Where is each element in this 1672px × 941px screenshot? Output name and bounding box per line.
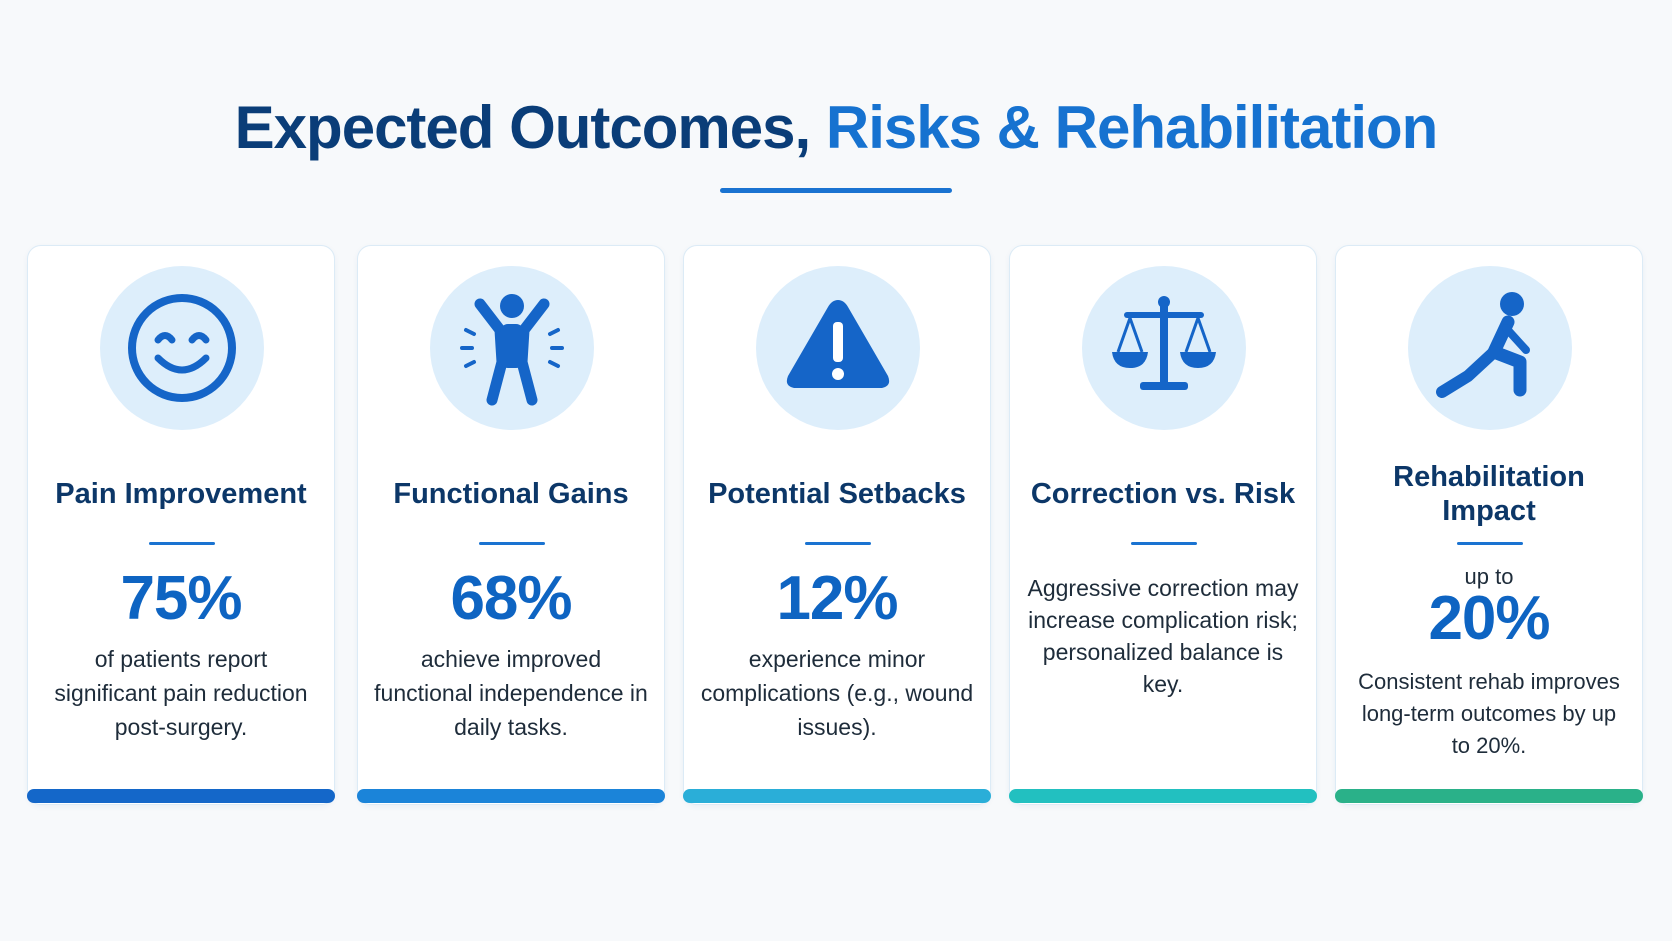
card-rehabilitation-impact: Rehabilitation Impact up to 20% Consiste… <box>1335 245 1643 805</box>
card-accent-bar <box>683 789 991 803</box>
card-divider <box>1131 542 1197 545</box>
card-title: Rehabilitation Impact <box>1393 461 1585 527</box>
card-title: Functional Gains <box>393 478 629 510</box>
card-description: achieve improved functional independence… <box>374 646 648 740</box>
card-stat: 12% <box>776 564 898 633</box>
card-accent-bar <box>27 789 335 803</box>
card-correction-vs-risk: Correction vs. Risk Aggressive correctio… <box>1009 245 1317 805</box>
card-description: experience minor complications (e.g., wo… <box>700 646 974 740</box>
card-divider <box>1457 542 1523 545</box>
warning-triangle-icon <box>756 266 920 430</box>
card-description: Aggressive correction may increase compl… <box>1027 575 1299 697</box>
title-accent: Risks & Rehabilitation <box>825 94 1438 161</box>
card-accent-bar <box>1335 789 1643 803</box>
title-main: Expected Outcomes, <box>234 94 826 161</box>
card-stat: 20% <box>1428 584 1550 653</box>
card-stat-prefix: up to <box>1464 564 1514 589</box>
card-potential-setbacks: Potential Setbacks 12% experience minor … <box>683 245 991 805</box>
card-accent-bar <box>1009 789 1317 803</box>
card-divider <box>479 542 545 545</box>
smiley-face-icon <box>100 266 264 430</box>
outcome-cards: Pain Improvement 75% of patients report … <box>27 245 1646 805</box>
person-stretching-icon <box>1408 266 1572 430</box>
card-accent-bar <box>357 789 665 803</box>
card-title: Potential Setbacks <box>708 478 966 510</box>
card-stat: 75% <box>120 564 242 633</box>
card-stat: 68% <box>450 564 572 633</box>
person-arms-raised-icon <box>430 266 594 430</box>
page-title: Expected Outcomes, Risks & Rehabilitatio… <box>0 88 1672 168</box>
card-title: Correction vs. Risk <box>1030 478 1296 510</box>
card-divider <box>149 542 215 545</box>
card-divider <box>805 542 871 545</box>
card-description: Consistent rehab improves long-term outc… <box>1358 669 1620 758</box>
title-underline <box>720 188 952 193</box>
card-title: Pain Improvement <box>55 478 307 510</box>
card-description: of patients report significant pain redu… <box>54 646 308 740</box>
balance-scale-icon <box>1082 266 1246 430</box>
card-functional-gains: Functional Gains 68% achieve improved fu… <box>357 245 665 805</box>
card-pain-improvement: Pain Improvement 75% of patients report … <box>27 245 335 805</box>
